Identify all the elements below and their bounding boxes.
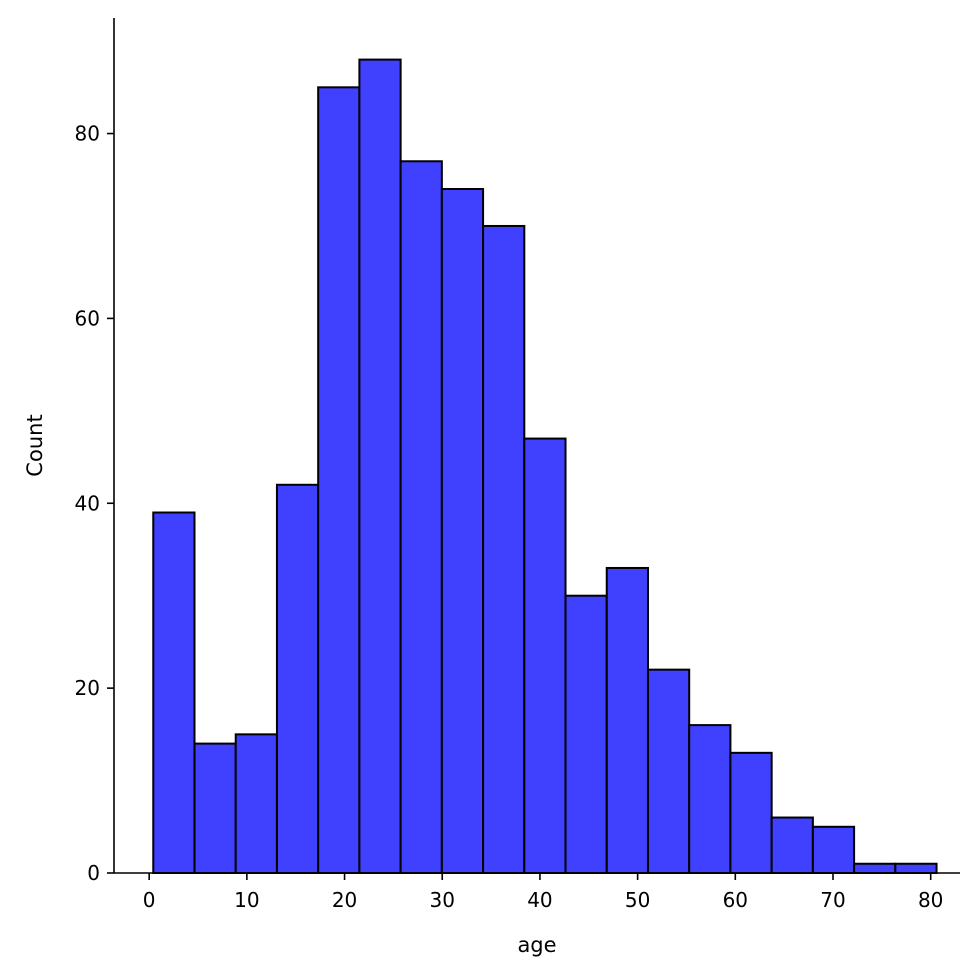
histogram-bar: [317, 86, 361, 874]
histogram-bar: [358, 58, 402, 874]
histogram-bar: [770, 816, 814, 874]
histogram-bar: [234, 733, 278, 875]
histogram-bars: [152, 58, 938, 875]
histogram-bar: [688, 724, 732, 874]
x-tick-label: 20: [332, 888, 357, 912]
histogram-bar: [523, 437, 567, 874]
histogram-bar: [853, 862, 897, 875]
histogram-bar: [605, 566, 649, 874]
x-tick-label: 60: [723, 888, 748, 912]
y-tick-label: 20: [75, 676, 100, 700]
ticks: 0 10 20 30 40 50 60 70 80 0 20 40 60 80: [75, 122, 944, 912]
x-tick-label: 80: [918, 888, 943, 912]
histogram-bar: [729, 751, 773, 874]
y-tick-label: 60: [75, 306, 100, 330]
histogram-bar: [275, 483, 320, 874]
x-tick-label: 70: [820, 888, 845, 912]
y-tick-label: 40: [75, 491, 100, 515]
x-tick-label: 0: [143, 888, 156, 912]
histogram-bar: [894, 862, 938, 875]
histogram-bar: [193, 742, 237, 875]
y-tick-label: 80: [75, 122, 100, 146]
histogram-bar: [646, 668, 691, 874]
y-axis-label: Count: [23, 414, 47, 476]
x-tick-label: 30: [430, 888, 455, 912]
histogram-bar: [152, 511, 196, 874]
x-tick-label: 40: [527, 888, 552, 912]
y-tick-label: 0: [87, 861, 100, 885]
histogram-bar: [811, 825, 856, 875]
axes: [113, 18, 960, 874]
x-axis-label: age: [517, 933, 556, 957]
histogram-bar: [440, 188, 485, 874]
histogram-bar: [482, 224, 526, 875]
histogram-bar: [564, 594, 608, 874]
x-tick-label: 10: [234, 888, 259, 912]
x-tick-label: 50: [625, 888, 650, 912]
histogram-bar: [399, 160, 443, 874]
